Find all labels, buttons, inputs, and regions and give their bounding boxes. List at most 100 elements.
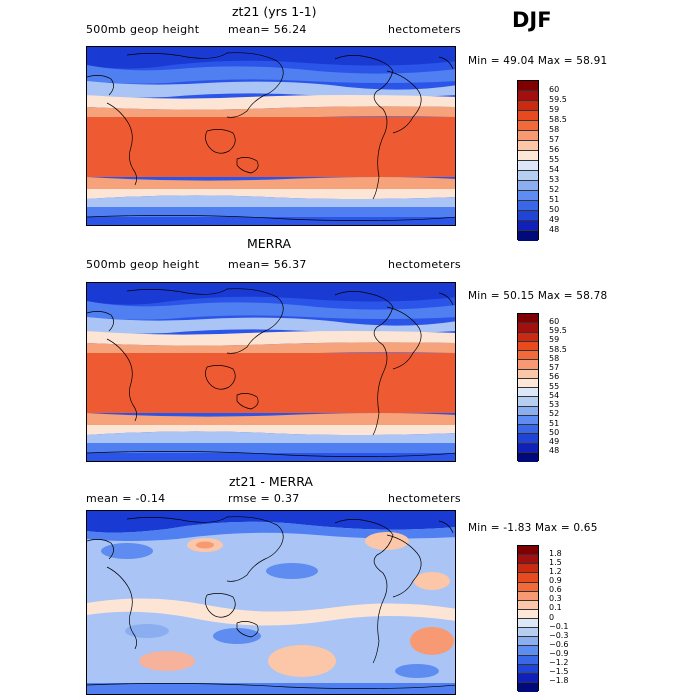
panel-3-title: zt21 - MERRA [229, 474, 313, 489]
colorbar-swatch [518, 314, 538, 324]
colorbar-label: 58 [549, 125, 560, 134]
colorbar-swatch [518, 351, 538, 361]
colorbar-swatch [518, 378, 538, 388]
colorbar-label: 51 [549, 419, 560, 428]
colorbar-label: 51 [549, 195, 560, 204]
panel-1-map [86, 46, 456, 226]
colorbar-swatch [518, 221, 538, 231]
colorbar-swatch [518, 637, 538, 647]
colorbar-label: 1.2 [549, 567, 562, 576]
colorbar-swatch [518, 181, 538, 191]
panel-1-minmax: Min = 49.04 Max = 58.91 [468, 55, 608, 67]
colorbar-label: 59 [549, 105, 560, 114]
colorbar-label: 48 [549, 446, 560, 455]
panel-3-right-label: hectometers [388, 492, 461, 505]
colorbar-label: 52 [549, 409, 560, 418]
colorbar-label: 58.5 [549, 345, 567, 354]
colorbar-label: 58.5 [549, 115, 567, 124]
panel-2-left-label: 500mb geop height [86, 258, 200, 271]
colorbar-swatch [518, 211, 538, 221]
colorbar-label: 54 [549, 165, 560, 174]
colorbar-label: 48 [549, 225, 560, 234]
colorbar-swatch [518, 673, 538, 683]
colorbar-label: 49 [549, 215, 560, 224]
panel-1-left-label: 500mb geop height [86, 23, 200, 36]
colorbar-label: 53 [549, 400, 560, 409]
panel-3-field [87, 511, 455, 694]
colorbar-swatch [518, 555, 538, 565]
colorbar-swatch [518, 141, 538, 151]
colorbar-swatch [518, 452, 538, 462]
colorbar-label: 59.5 [549, 326, 567, 335]
season-label: DJF [512, 8, 552, 32]
colorbar-label: 56 [549, 145, 560, 154]
panel-1-center-label: mean= 56.24 [228, 23, 307, 36]
colorbar-swatch [518, 121, 538, 131]
colorbar-label: 60 [549, 85, 560, 94]
colorbar-label: 56 [549, 372, 560, 381]
colorbar-swatch [518, 443, 538, 453]
colorbar-label: 55 [549, 155, 560, 164]
colorbar-label: 54 [549, 391, 560, 400]
colorbar-swatch [518, 191, 538, 201]
colorbar-swatch [518, 360, 538, 370]
colorbar-label: −0.6 [549, 640, 569, 649]
colorbar-swatch [518, 161, 538, 171]
colorbar-label: −0.9 [549, 649, 569, 658]
colorbar-swatch [518, 682, 538, 692]
colorbar-label: 58 [549, 354, 560, 363]
colorbar-swatch [518, 231, 538, 241]
colorbar-swatch [518, 415, 538, 425]
colorbar-label: −1.5 [549, 667, 569, 676]
colorbar-swatch [518, 664, 538, 674]
panel-3-minmax: Min = -1.83 Max = 0.65 [468, 522, 598, 534]
colorbar-swatch [518, 81, 538, 91]
colorbar-label: 0.3 [549, 594, 562, 603]
colorbar-label: 50 [549, 205, 560, 214]
colorbar-swatch [518, 131, 538, 141]
colorbar-swatch [518, 434, 538, 444]
colorbar-swatch [518, 600, 538, 610]
colorbar-swatch [518, 397, 538, 407]
panel-3-colorbar [517, 545, 539, 692]
colorbar-swatch [518, 406, 538, 416]
colorbar-swatch [518, 388, 538, 398]
colorbar-swatch [518, 425, 538, 435]
colorbar-label: 0.9 [549, 576, 562, 585]
colorbar-label: 1.8 [549, 549, 562, 558]
colorbar-swatch [518, 646, 538, 656]
panel-2-colorbar [517, 313, 539, 462]
colorbar-swatch [518, 201, 538, 211]
panel-2-map [86, 282, 456, 462]
colorbar-label: 0.1 [549, 603, 562, 612]
colorbar-label: −0.1 [549, 622, 569, 631]
colorbar-swatch [518, 101, 538, 111]
colorbar-label: 53 [549, 175, 560, 184]
colorbar-label: 59.5 [549, 95, 567, 104]
colorbar-swatch [518, 91, 538, 101]
panel-2-field [87, 283, 455, 461]
colorbar-swatch [518, 619, 538, 629]
colorbar-swatch [518, 628, 538, 638]
colorbar-label: 0.6 [549, 585, 562, 594]
colorbar-swatch [518, 582, 538, 592]
colorbar-label: 1.5 [549, 558, 562, 567]
panel-1-title: zt21 (yrs 1-1) [232, 4, 317, 19]
colorbar-swatch [518, 323, 538, 333]
panel-1-colorbar [517, 80, 539, 241]
panel-1-right-label: hectometers [388, 23, 461, 36]
colorbar-label: −0.3 [549, 631, 569, 640]
colorbar-label: 57 [549, 135, 560, 144]
panel-2-center-label: mean= 56.37 [228, 258, 307, 271]
colorbar-swatch [518, 151, 538, 161]
colorbar-swatch [518, 171, 538, 181]
panel-3-map [86, 510, 456, 695]
colorbar-swatch [518, 564, 538, 574]
colorbar-label: 55 [549, 382, 560, 391]
panel-2-minmax: Min = 50.15 Max = 58.78 [468, 290, 608, 302]
panel-2-right-label: hectometers [388, 258, 461, 271]
colorbar-label: 0 [549, 613, 555, 622]
colorbar-label: 60 [549, 317, 560, 326]
colorbar-swatch [518, 341, 538, 351]
colorbar-label: 50 [549, 428, 560, 437]
